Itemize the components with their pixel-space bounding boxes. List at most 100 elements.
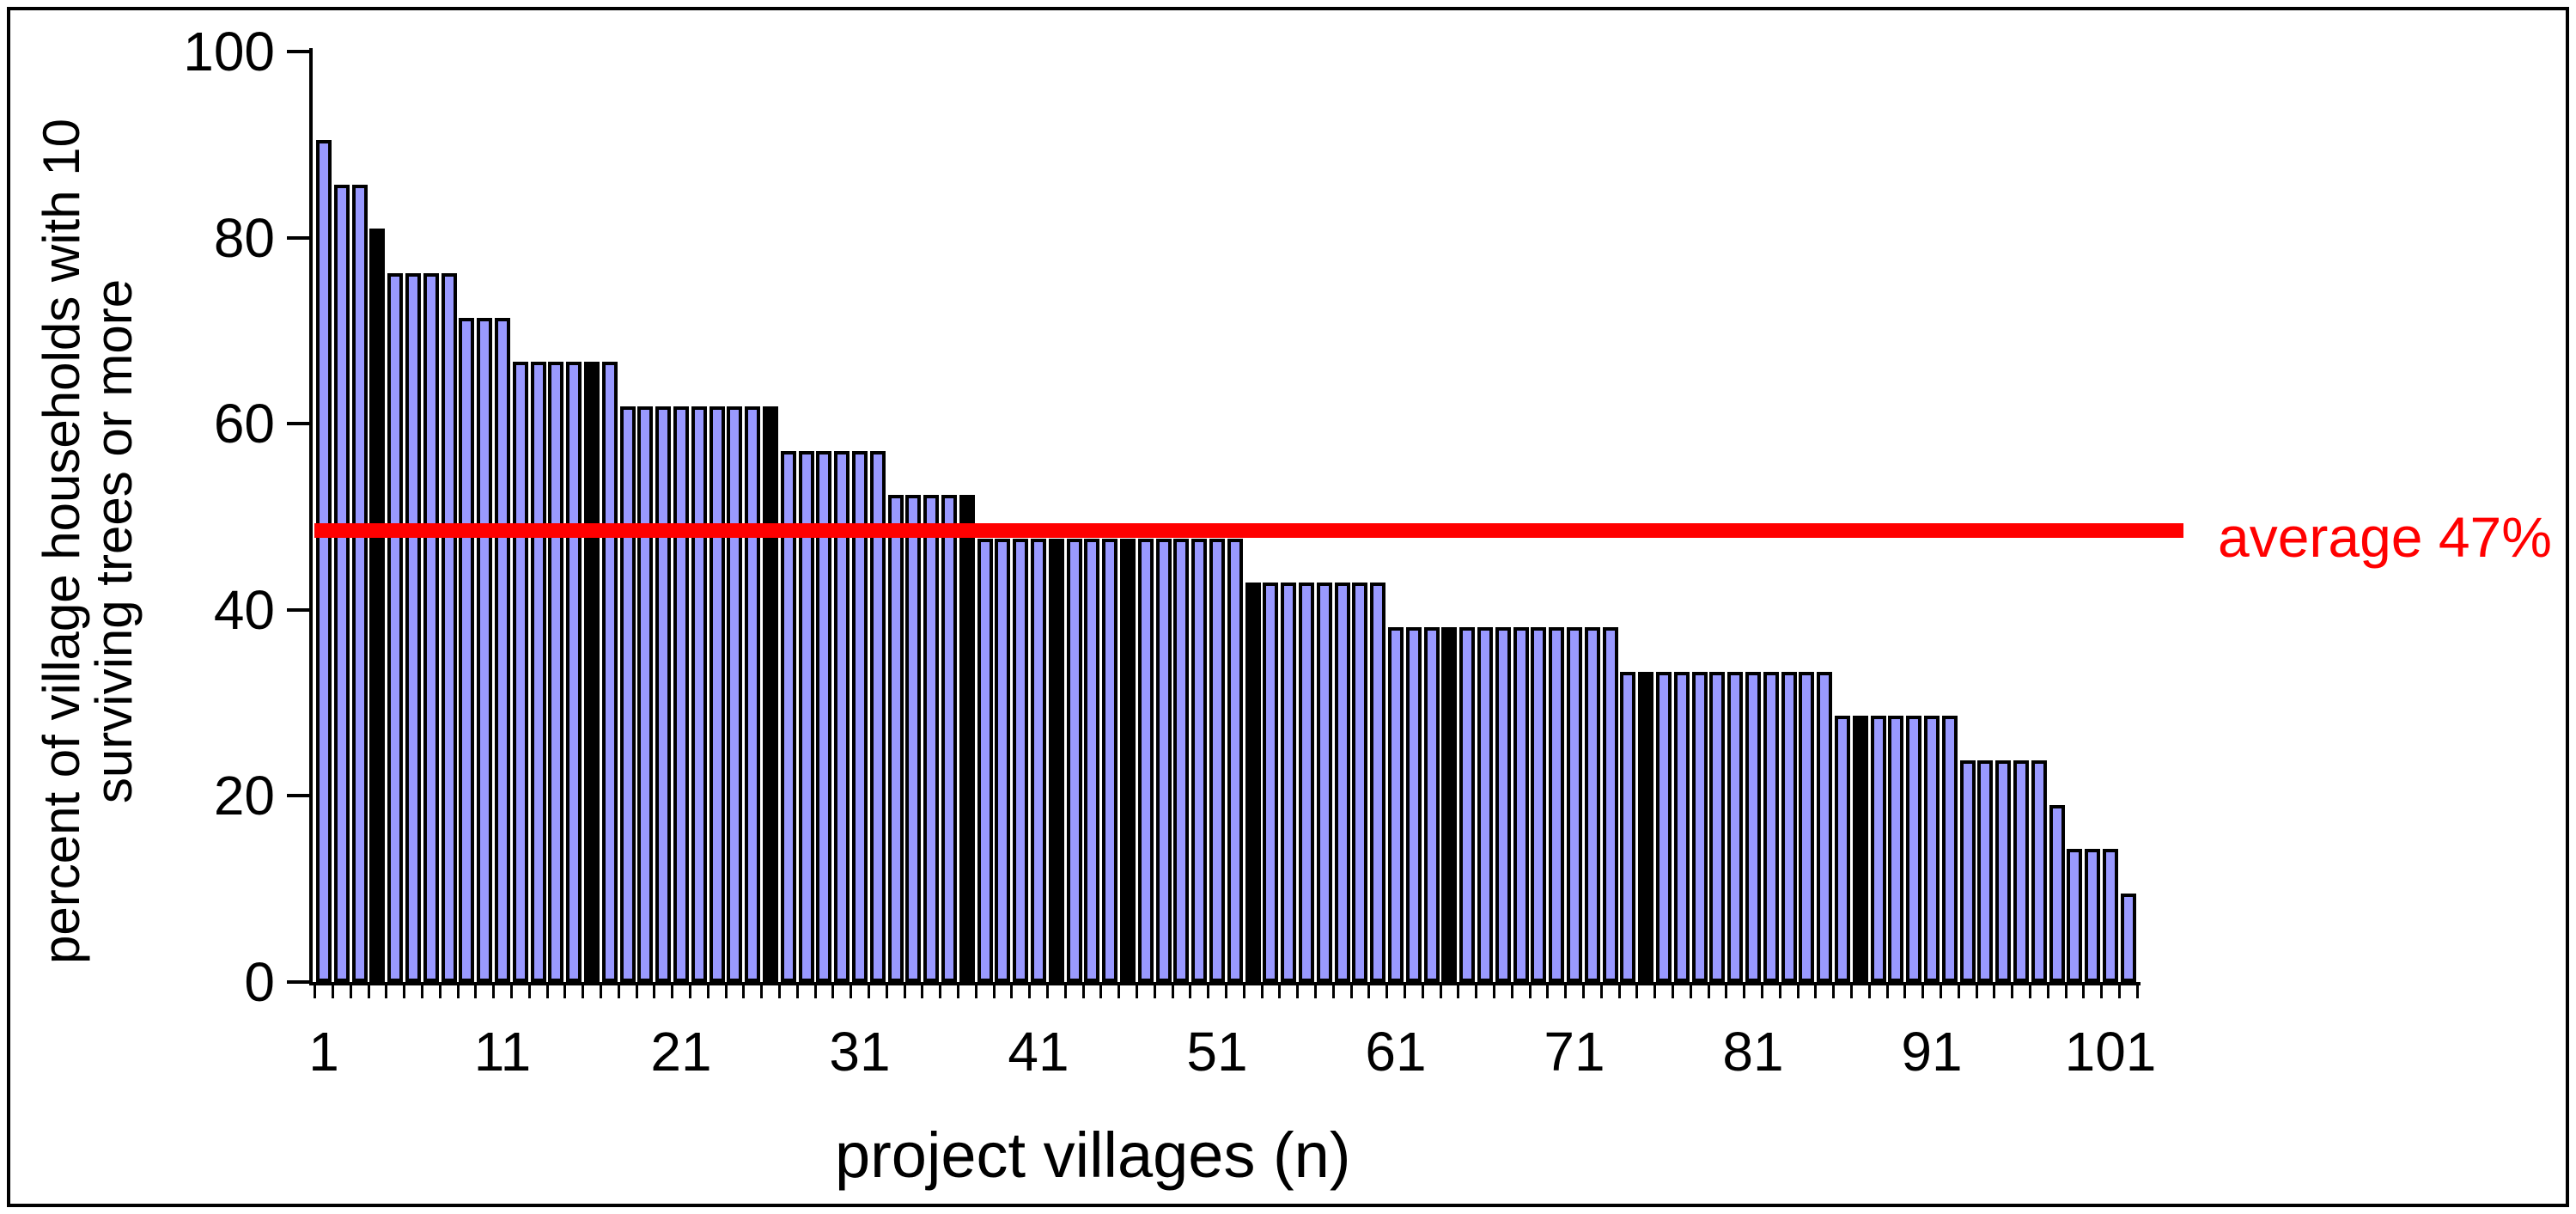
- bar-village-23: [709, 406, 725, 982]
- x-tick-64: [1457, 985, 1460, 998]
- bar-village-14: [548, 361, 564, 982]
- x-tick-34: [921, 985, 924, 998]
- bar-village-15: [566, 361, 582, 982]
- x-tick-6: [420, 985, 423, 998]
- bar-village-21: [673, 406, 689, 982]
- x-tick-80: [1743, 985, 1746, 998]
- x-tick-24: [742, 985, 746, 998]
- x-tick-79: [1725, 985, 1728, 998]
- x-tick-82: [1778, 985, 1781, 998]
- bar-village-59: [1352, 583, 1368, 982]
- x-tick-28: [813, 985, 817, 998]
- bar-village-91: [1924, 716, 1940, 982]
- x-tick-39: [1010, 985, 1014, 998]
- x-tick-label-41: 41: [1008, 1021, 1069, 1083]
- x-tick-17: [617, 985, 620, 998]
- bar-village-41: [1031, 539, 1046, 982]
- bar-village-52: [1227, 539, 1243, 982]
- x-tick-51: [1224, 985, 1227, 998]
- x-tick-38: [992, 985, 996, 998]
- bar-village-24: [727, 406, 743, 982]
- x-tick-37: [974, 985, 977, 998]
- bar-village-83: [1781, 672, 1797, 982]
- x-tick-8: [456, 985, 460, 998]
- bar-village-100: [2085, 849, 2101, 982]
- y-tick-label-100: 100: [183, 21, 275, 82]
- x-tick-84: [1814, 985, 1818, 998]
- bar-village-45: [1102, 539, 1118, 982]
- y-axis-title-line-2: surviving trees or more: [85, 278, 143, 804]
- x-tick-60: [1385, 985, 1389, 998]
- x-tick-61: [1403, 985, 1406, 998]
- bar-village-87: [1852, 716, 1868, 982]
- x-tick-47: [1153, 985, 1156, 998]
- y-axis-title-line-1: percent of village households with 10: [33, 119, 90, 964]
- bar-village-84: [1799, 672, 1815, 982]
- x-tick-62: [1421, 985, 1424, 998]
- x-tick-46: [1135, 985, 1138, 998]
- bar-village-67: [1495, 627, 1511, 982]
- bar-village-69: [1531, 627, 1547, 982]
- x-tick-3: [367, 985, 370, 998]
- x-tick-91: [1939, 985, 1942, 998]
- x-tick-88: [1885, 985, 1889, 998]
- bar-village-38: [977, 539, 993, 982]
- bar-village-43: [1066, 539, 1082, 982]
- bar-village-35: [923, 494, 940, 982]
- x-tick-83: [1796, 985, 1800, 998]
- x-tick-4: [385, 985, 388, 998]
- bar-village-66: [1477, 627, 1493, 982]
- x-tick-76: [1671, 985, 1674, 998]
- x-tick-35: [939, 985, 942, 998]
- bar-village-94: [1977, 760, 1994, 982]
- bar-village-13: [530, 361, 546, 982]
- x-tick-29: [831, 985, 835, 998]
- x-tick-21: [688, 985, 691, 998]
- bar-village-20: [655, 406, 672, 982]
- x-axis-title: project villages (n): [835, 1119, 1351, 1191]
- x-tick-70: [1564, 985, 1568, 998]
- x-tick-label-51: 51: [1186, 1021, 1248, 1083]
- x-tick-50: [1207, 985, 1210, 998]
- x-tick-59: [1367, 985, 1371, 998]
- bar-village-37: [959, 494, 975, 982]
- bar-village-50: [1191, 539, 1208, 982]
- x-tick-10: [492, 985, 496, 998]
- x-tick-81: [1760, 985, 1763, 998]
- bar-village-3: [351, 184, 368, 982]
- x-tick-18: [635, 985, 638, 998]
- bar-village-90: [1906, 716, 1922, 982]
- x-tick-43: [1081, 985, 1085, 998]
- bar-village-11: [495, 317, 510, 982]
- x-tick-74: [1635, 985, 1639, 998]
- figure-border: [7, 7, 2569, 1207]
- bar-village-88: [1870, 716, 1886, 982]
- x-tick-55: [1296, 985, 1300, 998]
- x-tick-15: [582, 985, 585, 998]
- bar-village-70: [1549, 627, 1565, 982]
- x-tick-7: [438, 985, 442, 998]
- x-tick-92: [1957, 985, 1960, 998]
- bar-village-65: [1459, 627, 1476, 982]
- x-tick-12: [527, 985, 531, 998]
- bar-village-19: [637, 406, 654, 982]
- bar-village-78: [1691, 672, 1708, 982]
- y-tick-80: [287, 235, 311, 240]
- x-tick-label-61: 61: [1365, 1021, 1427, 1083]
- bar-village-57: [1316, 583, 1332, 982]
- x-tick-87: [1867, 985, 1871, 998]
- x-tick-42: [1063, 985, 1067, 998]
- x-tick-44: [1099, 985, 1103, 998]
- bar-village-16: [584, 361, 600, 982]
- y-tick-20: [287, 794, 311, 798]
- x-tick-26: [777, 985, 781, 998]
- bar-village-55: [1281, 583, 1297, 982]
- bar-village-82: [1763, 672, 1779, 982]
- x-tick-58: [1349, 985, 1353, 998]
- bar-village-76: [1656, 672, 1672, 982]
- bar-village-17: [601, 361, 618, 982]
- x-tick-57: [1331, 985, 1335, 998]
- x-tick-label-81: 81: [1722, 1021, 1784, 1083]
- average-line-label: average 47%: [2218, 505, 2552, 569]
- bar-village-6: [405, 272, 421, 982]
